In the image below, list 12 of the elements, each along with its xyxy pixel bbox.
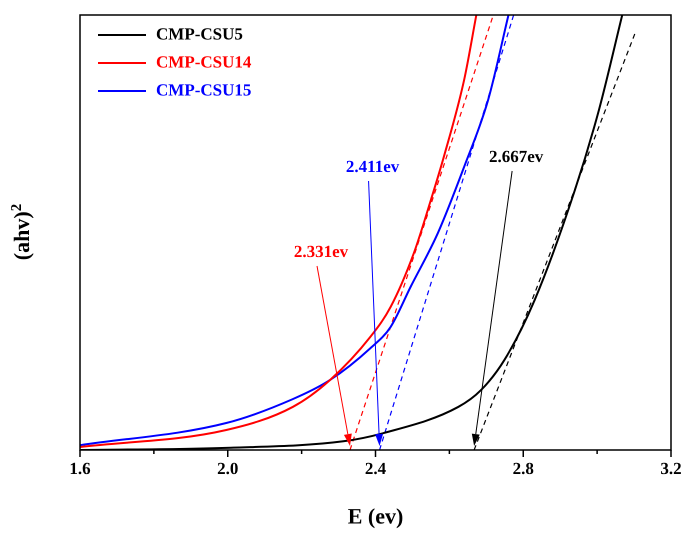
annotation: 2.411ev xyxy=(346,156,400,176)
legend-label: CMP-CSU5 xyxy=(156,24,243,44)
x-axis-title: E (ev) xyxy=(348,504,404,529)
x-tick-label: 2.8 xyxy=(512,458,534,478)
x-tick-label: 2.0 xyxy=(217,458,238,478)
annotation: 2.331ev xyxy=(294,242,349,261)
x-tick-label: 1.6 xyxy=(69,458,91,478)
legend-label: CMP-CSU14 xyxy=(156,52,252,72)
x-tick-label: 2.4 xyxy=(364,458,387,478)
annotation: 2.667ev xyxy=(488,146,544,166)
legend-label: CMP-CSU15 xyxy=(156,80,252,100)
x-tick-label: 3.2 xyxy=(660,458,682,478)
